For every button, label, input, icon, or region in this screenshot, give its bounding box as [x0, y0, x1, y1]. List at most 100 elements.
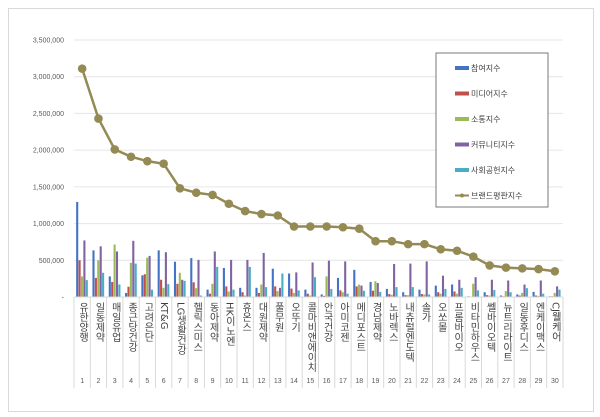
category-number: 27 [502, 378, 510, 385]
category-number: 5 [145, 378, 149, 385]
bar-5-10 [232, 289, 235, 297]
bar-2-28 [518, 295, 521, 297]
bar-5-5 [150, 289, 154, 297]
line-point-18 [354, 224, 364, 234]
bar-1-5 [141, 275, 144, 297]
category-label: 안국건강 [321, 302, 333, 342]
bar-1-14 [288, 273, 291, 297]
bar-3-8 [195, 288, 198, 297]
bar-5-22 [428, 294, 431, 297]
bar-1-28 [516, 294, 519, 297]
category-number: 8 [194, 378, 198, 385]
bar-4-6 [164, 252, 167, 297]
bar-2-17 [339, 290, 342, 297]
bar-3-13 [276, 291, 279, 297]
line-point-13 [273, 211, 283, 220]
bar-4-29 [539, 280, 542, 297]
bar-2-10 [225, 286, 228, 297]
legend [435, 52, 549, 208]
bar-4-16 [327, 260, 330, 297]
category-label: 비타민하우스 [468, 302, 480, 362]
y-tick-label: - [62, 295, 65, 302]
bar-4-25 [474, 277, 477, 297]
bar-3-14 [292, 292, 295, 297]
line-point-10 [224, 199, 234, 209]
category-number: 22 [421, 378, 429, 385]
category-label: LG생활건강 [174, 302, 186, 355]
line-point-1 [77, 64, 87, 73]
category-label: 경남제약 [370, 301, 382, 343]
bar-4-24 [458, 279, 461, 297]
category-number: 15 [306, 378, 314, 385]
bar-4-19 [376, 283, 379, 297]
bar-1-7 [173, 261, 177, 297]
bar-1-12 [255, 287, 258, 297]
bar-3-21 [406, 295, 410, 297]
bar-1-11 [239, 287, 242, 297]
bar-5-25 [476, 290, 480, 297]
y-tick-label: 3,500,000 [33, 38, 64, 45]
bar-4-3 [115, 251, 119, 297]
category-label: 뉴트리라이트 [500, 302, 512, 362]
bar-4-4 [132, 240, 135, 297]
bar-3-23 [439, 293, 442, 297]
line-point-5 [143, 156, 152, 166]
bar-1-17 [336, 277, 340, 297]
legend-swatch [455, 117, 469, 121]
line-point-22 [420, 239, 429, 249]
bar-5-15 [313, 277, 317, 297]
bar-4-13 [278, 287, 282, 297]
bar-3-5 [146, 257, 149, 297]
category-label: 오쏘몰 [435, 302, 447, 332]
bar-5-20 [395, 287, 398, 297]
bar-3-1 [80, 276, 84, 297]
legend-swatch [455, 168, 469, 172]
line-point-14 [289, 222, 299, 231]
line-point-21 [403, 239, 413, 249]
y-tick-label: 1,000,000 [33, 221, 64, 228]
bar-2-21 [404, 295, 407, 297]
bar-4-30 [556, 286, 559, 297]
legend-swatch [455, 142, 469, 147]
bar-5-7 [183, 280, 186, 297]
bar-5-26 [493, 290, 496, 297]
bar-3-16 [325, 276, 328, 297]
bar-3-10 [227, 291, 230, 297]
category-number: 16 [323, 378, 331, 385]
bar-4-12 [262, 252, 265, 297]
bar-4-5 [148, 255, 151, 297]
category-number: 26 [486, 378, 494, 385]
bar-4-20 [393, 263, 396, 297]
y-tick-label: 2,500,000 [33, 111, 64, 118]
bar-1-13 [271, 268, 274, 297]
legend-swatch [455, 91, 469, 96]
bar-2-1 [78, 260, 81, 297]
bar-5-16 [330, 288, 333, 297]
category-number: 17 [339, 378, 347, 385]
bar-4-27 [507, 280, 510, 297]
bar-4-10 [230, 259, 233, 297]
category-number: 7 [178, 378, 182, 385]
legend-label: 브랜드평판지수 [471, 191, 523, 201]
bar-5-4 [134, 263, 137, 297]
legend-label: 참여지수 [471, 63, 500, 73]
line-point-2 [94, 114, 103, 123]
category-label: 종근당건강 [126, 302, 138, 352]
bar-2-14 [290, 288, 293, 297]
bar-5-30 [558, 289, 561, 297]
bar-5-1 [85, 280, 88, 297]
category-label: 오뚜기 [289, 302, 301, 333]
category-label: 유한양행 [77, 302, 89, 342]
bar-4-7 [181, 279, 184, 297]
category-number: 19 [372, 378, 380, 385]
bar-2-7 [176, 283, 179, 297]
bar-5-29 [542, 293, 545, 297]
bar-2-11 [241, 292, 244, 297]
category-number: 23 [437, 378, 445, 385]
bar-5-18 [362, 290, 365, 297]
bar-3-29 [537, 295, 540, 297]
category-label: 콜마비앤에이치 [305, 302, 317, 373]
category-label: 풀무원 [272, 302, 284, 332]
line-point-15 [306, 222, 315, 231]
bar-5-8 [199, 295, 202, 297]
